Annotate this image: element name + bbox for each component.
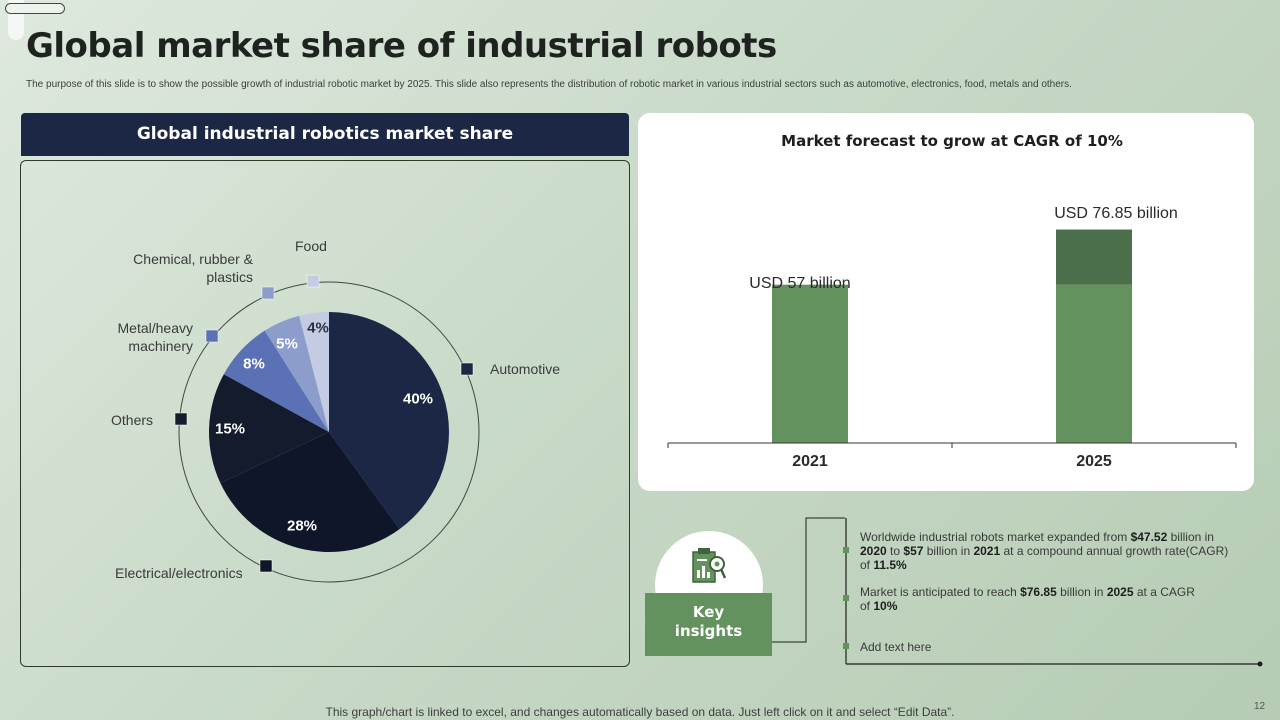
legend-label-food: Food — [295, 238, 327, 254]
pie-slice-others — [208, 374, 329, 484]
legend-label-automotive: Automotive — [490, 361, 561, 377]
bar-2021 — [772, 284, 848, 443]
slice-pct-metal: 8% — [243, 355, 265, 373]
slice-pct-automotive: 40% — [402, 390, 434, 408]
legend-marker-automotive — [460, 362, 474, 376]
key-insights-title-line2: insights — [674, 622, 743, 640]
legend-marker-others — [174, 412, 188, 426]
bar-label-2021: USD 57 billion — [749, 275, 851, 292]
pie-slice-automotive — [329, 312, 449, 530]
report-icon — [692, 548, 727, 583]
legend-marker-electrical — [259, 559, 273, 573]
bar-2025-growth — [1056, 229, 1132, 285]
bar-label-2025: USD 76.85 billion — [1054, 205, 1178, 222]
legend-marker-metal — [205, 329, 219, 343]
insight-item-3: Add text here — [860, 640, 932, 654]
key-insights-title-line1: Key — [692, 603, 725, 621]
pie-panel: Automotive Electrical/electronics Others… — [20, 160, 630, 667]
key-insights-box: Key insights — [645, 593, 772, 656]
legend-label-others: Others — [111, 412, 154, 428]
pie-slice-chemical-rubber-plastics — [264, 315, 329, 432]
insight-item-1: Worldwide industrial robots market expan… — [860, 530, 1229, 572]
footer-note: This graph/chart is linked to excel, and… — [325, 705, 955, 719]
bar-chart-title: Market forecast to grow at CAGR of 10% — [781, 132, 1123, 150]
pie-chart[interactable] — [21, 161, 631, 668]
page-subtitle: The purpose of this slide is to show the… — [26, 79, 1072, 90]
slide-pill-decoration — [5, 3, 65, 14]
slice-pct-food: 4% — [307, 319, 329, 337]
pie-slice-electrical-electronics — [220, 432, 400, 552]
bar-2025-base — [1056, 284, 1132, 443]
legend-label-electrical: Electrical/electronics — [115, 565, 243, 581]
bar-category-2025: 2025 — [1076, 453, 1112, 470]
slice-pct-chemical: 5% — [276, 335, 298, 353]
pie-panel-header: Global industrial robotics market share — [21, 113, 629, 156]
legend-marker-chemical — [261, 286, 275, 300]
bar-category-2021: 2021 — [792, 453, 828, 470]
page-title: Global market share of industrial robots — [26, 26, 777, 66]
legend-label-chemical: Chemical, rubber & plastics — [133, 251, 253, 285]
pie-outer-ring — [178, 281, 480, 583]
pie-slice-food — [299, 312, 329, 432]
page-number: 12 — [1254, 701, 1266, 712]
legend-marker-food — [306, 274, 320, 288]
pie-slice-metal-heavy-machinery — [223, 330, 329, 432]
bar-chart-card: Market forecast to grow at CAGR of 10% U… — [638, 113, 1254, 491]
bar-chart[interactable] — [638, 113, 1254, 491]
slice-pct-electrical: 28% — [286, 517, 318, 535]
slice-pct-others: 15% — [214, 420, 246, 438]
legend-label-metal: Metal/heavy machinery — [117, 320, 193, 354]
insight-item-2: Market is anticipated to reach $76.85 bi… — [860, 585, 1195, 613]
